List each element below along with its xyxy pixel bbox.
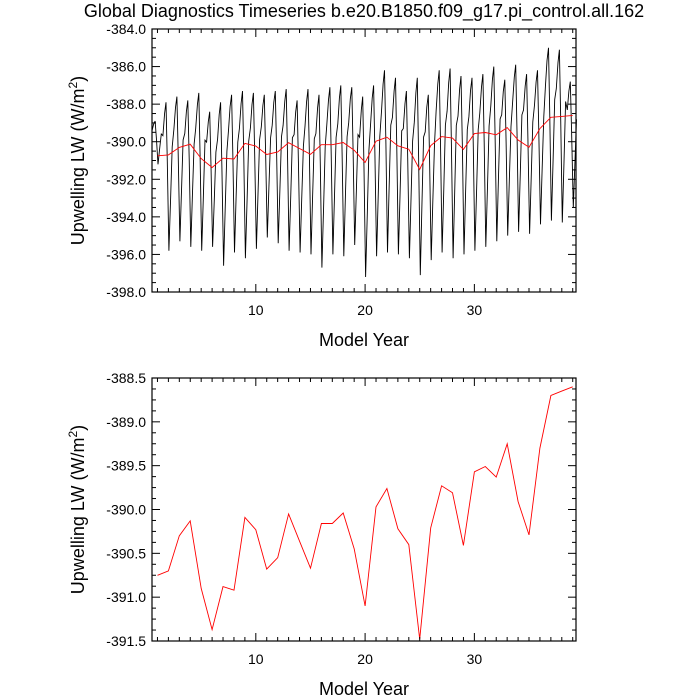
y-tick-label: -398.0 xyxy=(106,284,146,300)
y-tick-label: -389.5 xyxy=(106,458,146,474)
bottom-panel: -388.5 -389.0 -389.5 -390.0 -390.5 -391.0 -391… xyxy=(66,370,577,699)
y-tick-label: -388.0 xyxy=(106,96,146,112)
x-tick-label: 20 xyxy=(357,651,373,667)
y-tick-label: -394.0 xyxy=(106,209,146,225)
y-tick-label: -391.5 xyxy=(106,633,146,649)
x-axis-label: Model Year xyxy=(319,679,409,699)
y-tick-label: -390.0 xyxy=(106,502,146,518)
y-tick-label: -388.5 xyxy=(106,370,146,386)
y-tick-label: -390.5 xyxy=(106,545,146,561)
top-panel: -384.0 -386.0 -388.0 -390.0 -392.0 -394.0 -396… xyxy=(66,21,577,350)
y-tick-label: -391.0 xyxy=(106,589,146,605)
x-tick-label: 30 xyxy=(467,302,483,318)
y-tick-label: -392.0 xyxy=(106,171,146,187)
y-axis-label: Upwelling LW (W/m2) xyxy=(66,76,88,245)
y-axis-label-close: ) xyxy=(68,76,88,82)
x-tick-label: 10 xyxy=(248,651,264,667)
x-tick-label: 20 xyxy=(357,302,373,318)
y-tick-label: -384.0 xyxy=(106,21,146,37)
x-axis-label: Model Year xyxy=(319,330,409,350)
y-axis-label-superscript: 2 xyxy=(66,431,80,438)
y-tick-label: -396.0 xyxy=(106,246,146,262)
series-line-annual-mean xyxy=(157,386,573,640)
y-axis-label-main: Upwelling LW (W/m xyxy=(68,89,88,246)
series-line-annual-mean xyxy=(157,114,573,171)
y-axis-label-superscript: 2 xyxy=(66,82,80,89)
y-tick-label: -390.0 xyxy=(106,134,146,150)
x-tick-label: 30 xyxy=(467,651,483,667)
y-axis-label: Upwelling LW (W/m2) xyxy=(66,425,88,594)
y-tick-label: -389.0 xyxy=(106,414,146,430)
y-tick-label: -386.0 xyxy=(106,59,146,75)
chart-title: Global Diagnostics Timeseries b.e20.B185… xyxy=(84,1,644,22)
y-axis-label-close: ) xyxy=(68,425,88,431)
x-tick-label: 10 xyxy=(248,302,264,318)
y-axis-label-main: Upwelling LW (W/m xyxy=(68,438,88,595)
series-line-monthly xyxy=(151,47,577,278)
